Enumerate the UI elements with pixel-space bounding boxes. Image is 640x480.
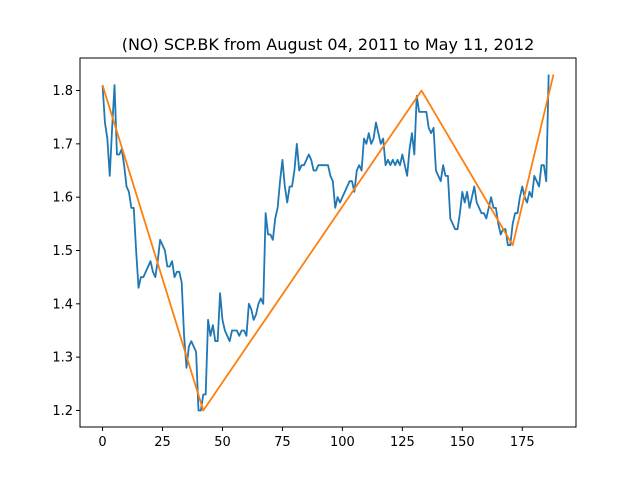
y-tick-label-4: 1.6 (52, 191, 73, 206)
x-tick-label-5: 125 (390, 435, 415, 450)
y-tick-label-1: 1.3 (52, 351, 73, 366)
y-tick-label-3: 1.5 (52, 244, 73, 259)
series-line-2 (101, 74, 555, 412)
x-tick-label-4: 100 (330, 435, 355, 450)
y-tick-label-0: 1.2 (52, 404, 73, 419)
x-tick-label-6: 150 (450, 435, 475, 450)
plot-frame (79, 57, 577, 428)
x-axis: 0 25 50 75 100 125 150 175 (98, 427, 535, 450)
y-tick-label-6: 1.8 (52, 84, 73, 99)
x-tick-label-1: 25 (154, 435, 171, 450)
y-axis: 1.2 1.3 1.4 1.5 1.6 1.7 1.8 (52, 84, 80, 419)
x-tick-label-0: 0 (98, 435, 106, 450)
x-tick-label-3: 75 (274, 435, 291, 450)
y-tick-label-5: 1.7 (52, 137, 73, 152)
chart-title: (NO) SCP.BK from August 04, 2011 to May … (122, 35, 535, 54)
x-tick-label-7: 175 (510, 435, 535, 450)
series-line-1 (101, 74, 550, 412)
series-layer (101, 74, 555, 412)
y-tick-label-2: 1.4 (52, 297, 73, 312)
x-tick-label-2: 50 (214, 435, 231, 450)
